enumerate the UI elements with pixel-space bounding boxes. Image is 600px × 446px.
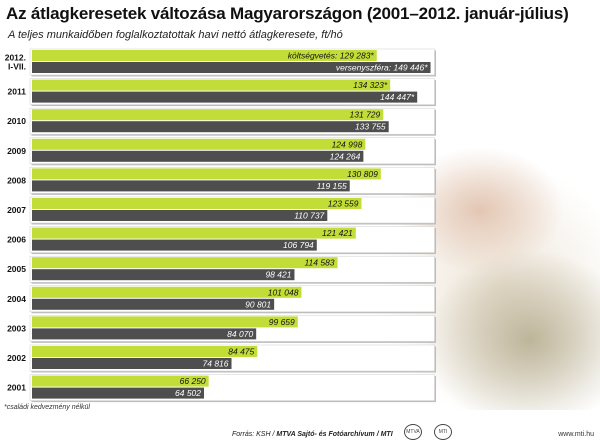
data-label-private-sector: 98 421: [265, 270, 291, 280]
footnote: *családi kedvezmény nélkül: [4, 404, 90, 411]
data-label-public-sector: 134 323*: [353, 80, 388, 90]
bar-private-sector: [32, 62, 431, 73]
bar-public-sector: [32, 375, 209, 387]
source-url: www.mti.hu: [558, 431, 594, 438]
bar-public-sector: [32, 227, 356, 239]
category-label: 2008: [7, 175, 26, 185]
data-label-public-sector: költségvetés: 129 283*: [288, 51, 375, 61]
category-label: 2010: [7, 116, 26, 126]
bar-private-sector: [32, 269, 295, 281]
data-label-private-sector: 64 502: [175, 388, 201, 398]
bar-private-sector: [32, 328, 257, 340]
source-credit: Forrás: KSH / MTVA Sajtó- és Fotóarchívu…: [232, 431, 393, 438]
bar-public-sector: [32, 50, 377, 61]
data-label-private-sector: 124 264: [330, 151, 361, 161]
category-label: 2004: [7, 294, 26, 304]
bar-private-sector: [32, 91, 418, 103]
bar-public-sector: [32, 346, 258, 357]
category-label: 2002: [7, 353, 26, 363]
bar-private-sector: [32, 180, 350, 192]
data-label-public-sector: 131 729: [350, 110, 381, 120]
category-label: 2006: [7, 235, 26, 245]
bar-private-sector: [32, 239, 317, 251]
category-label: 2007: [7, 205, 26, 215]
data-label-private-sector: 90 801: [245, 299, 271, 309]
bar-private-sector: [32, 358, 232, 369]
category-label: 2003: [7, 323, 26, 333]
category-label: 2011: [8, 87, 27, 97]
data-label-private-sector: 119 155: [317, 181, 347, 191]
data-label-public-sector: 124 998: [332, 139, 363, 149]
chart-subtitle: A teljes munkaidőben foglalkoztatottak h…: [8, 29, 343, 41]
category-label: 2009: [7, 146, 26, 156]
bar-chart: költségvetés: 129 283* versenyszféra: 149…: [5, 48, 437, 403]
bar-public-sector: [32, 198, 362, 209]
bar-public-sector: [32, 286, 302, 298]
bar-private-sector: [32, 121, 389, 133]
category-label: 2012.: [5, 53, 26, 63]
bar-private-sector: [32, 298, 275, 310]
bar-public-sector: [32, 138, 366, 150]
data-label-public-sector: 130 809: [347, 169, 378, 179]
bar-private-sector: [32, 150, 364, 162]
data-label-public-sector: 101 048: [268, 287, 299, 297]
data-label-public-sector: 66 250: [180, 376, 206, 386]
mti-logo-icon: MTI: [434, 424, 452, 440]
data-label-private-sector: versenyszféra: 149 446*: [336, 63, 428, 73]
bar-private-sector: [32, 210, 328, 221]
category-label: I-VII.: [8, 62, 26, 72]
bar-public-sector: [32, 79, 391, 91]
data-label-private-sector: 144 447*: [380, 92, 415, 102]
data-label-private-sector: 74 816: [203, 359, 229, 369]
category-label: 2005: [7, 264, 26, 274]
bar-public-sector: [32, 109, 384, 121]
data-label-public-sector: 114 583: [304, 258, 334, 268]
mtva-logo-icon: MTVA: [404, 424, 422, 440]
data-label-public-sector: 84 475: [228, 347, 254, 357]
data-label-private-sector: 110 737: [294, 211, 324, 221]
bar-public-sector: [32, 168, 381, 180]
bar-public-sector: [32, 316, 298, 328]
data-label-public-sector: 99 659: [269, 317, 295, 327]
data-label-private-sector: 106 794: [283, 240, 314, 250]
data-label-private-sector: 84 070: [227, 329, 253, 339]
data-label-private-sector: 133 755: [355, 122, 386, 132]
source-label: Forrás: KSH /: [232, 431, 275, 438]
source-agency: MTVA Sajtó- és Fotóarchívum / MTI: [276, 431, 393, 438]
data-label-public-sector: 121 421: [322, 228, 353, 238]
data-label-public-sector: 123 559: [328, 199, 359, 209]
bar-public-sector: [32, 257, 338, 269]
category-label: 2001: [7, 383, 26, 393]
chart-title: Az átlagkeresetek változása Magyarország…: [6, 4, 569, 23]
bar-private-sector: [32, 387, 205, 399]
